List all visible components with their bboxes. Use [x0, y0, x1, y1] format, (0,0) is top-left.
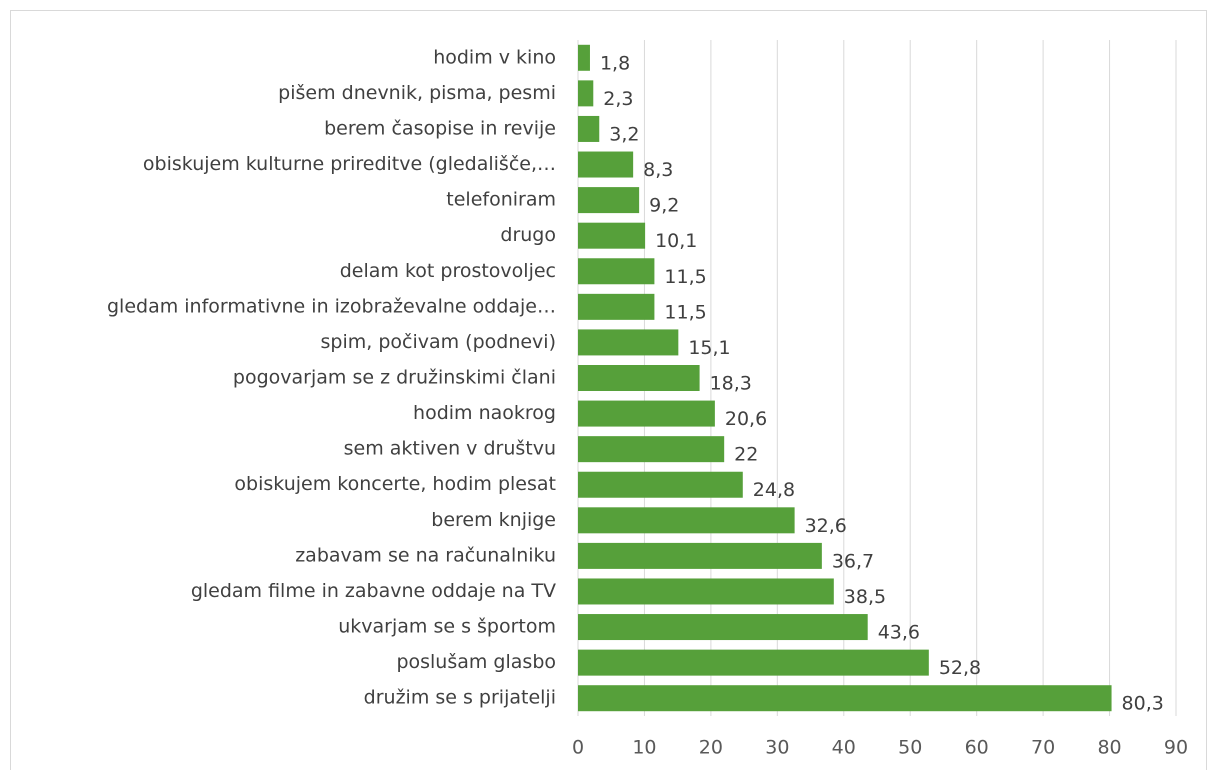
bar — [578, 365, 700, 391]
y-tick-label: obiskujem koncerte, hodim plesat — [234, 473, 556, 495]
data-label: 24,8 — [753, 479, 795, 501]
x-tick-label: 40 — [832, 737, 856, 759]
x-tick-label: 10 — [632, 737, 656, 759]
data-label: 22 — [734, 444, 758, 466]
y-tick-label: hodim naokrog — [413, 402, 556, 424]
x-tick-label: 30 — [765, 737, 789, 759]
data-label: 32,6 — [805, 515, 847, 537]
bar — [578, 471, 743, 498]
x-tick-label: 50 — [898, 737, 922, 759]
chart-border — [10, 10, 1207, 770]
data-label: 18,3 — [710, 373, 752, 395]
x-tick-label: 90 — [1164, 737, 1188, 759]
bar — [578, 115, 600, 142]
data-label: 2,3 — [603, 88, 633, 110]
y-tick-label: hodim v kino — [433, 46, 556, 68]
x-tick-label: 80 — [1097, 737, 1121, 759]
data-label: 38,5 — [844, 586, 886, 608]
bar — [578, 258, 655, 285]
y-tick-label: poslušam glasbo — [396, 651, 556, 673]
y-tick-label: ukvarjam se s športom — [338, 616, 556, 638]
bar — [578, 151, 634, 178]
bar — [578, 614, 868, 641]
y-tick-label: pogovarjam se z družinskimi člani — [233, 367, 556, 389]
y-tick-label: gledam informativne in izobraževalne odd… — [107, 295, 556, 317]
bar — [578, 80, 594, 107]
data-label: 15,1 — [688, 337, 730, 359]
bar — [578, 685, 1112, 712]
y-tick-label: drugo — [500, 224, 556, 246]
y-tick-label: obiskujem kulturne prireditve (gledališč… — [143, 153, 556, 175]
data-label: 11,5 — [664, 301, 706, 323]
y-tick-label: zabavam se na računalniku — [295, 544, 556, 566]
bar — [578, 436, 725, 463]
y-tick-label: berem knjige — [431, 509, 556, 531]
data-label: 1,8 — [600, 52, 630, 74]
bar — [578, 293, 655, 320]
data-label: 52,8 — [939, 657, 981, 679]
bar — [578, 400, 715, 427]
data-label: 10,1 — [655, 230, 697, 252]
y-tick-label: delam kot prostovoljec — [340, 260, 556, 282]
data-label: 3,2 — [609, 123, 639, 145]
bar — [578, 187, 640, 214]
bar — [578, 44, 590, 71]
y-tick-label: družim se s prijatelji — [364, 687, 556, 709]
x-tick-label: 60 — [965, 737, 989, 759]
data-label: 80,3 — [1122, 693, 1164, 715]
bar — [578, 578, 834, 605]
x-tick-label: 20 — [699, 737, 723, 759]
bar — [578, 507, 795, 534]
y-tick-label: gledam filme in zabavne oddaje na TV — [191, 580, 556, 602]
data-label: 8,3 — [643, 159, 673, 181]
y-tick-label: telefoniram — [446, 189, 556, 211]
bar — [578, 222, 646, 249]
data-label: 9,2 — [649, 195, 679, 217]
x-tick-label: 0 — [572, 737, 584, 759]
y-tick-label: sem aktiven v društvu — [344, 438, 556, 460]
y-tick-label: pišem dnevnik, pisma, pesmi — [278, 82, 556, 104]
y-tick-label: berem časopise in revije — [324, 117, 556, 139]
data-label: 20,6 — [725, 408, 767, 430]
data-label: 11,5 — [664, 266, 706, 288]
data-label: 36,7 — [832, 550, 874, 572]
bar — [578, 542, 822, 569]
bar — [578, 329, 679, 356]
bar — [578, 649, 929, 676]
x-tick-label: 70 — [1031, 737, 1055, 759]
y-tick-label: spim, počivam (podnevi) — [321, 331, 557, 353]
data-label: 43,6 — [878, 622, 920, 644]
